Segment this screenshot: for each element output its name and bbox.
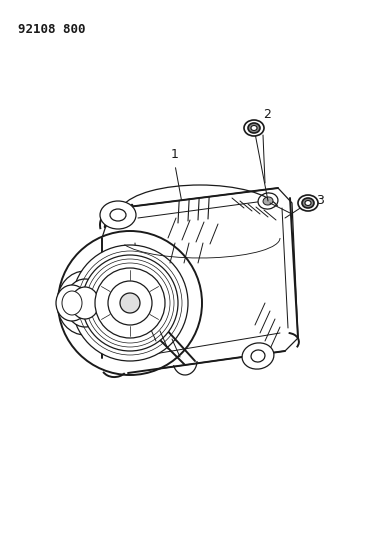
Ellipse shape <box>65 279 105 327</box>
Ellipse shape <box>110 209 126 221</box>
Polygon shape <box>102 188 298 373</box>
Ellipse shape <box>58 231 202 375</box>
Ellipse shape <box>305 200 311 206</box>
Ellipse shape <box>263 197 273 205</box>
Ellipse shape <box>298 195 318 211</box>
Ellipse shape <box>108 281 152 325</box>
Ellipse shape <box>56 285 88 321</box>
Ellipse shape <box>62 291 82 315</box>
Text: 1: 1 <box>171 148 179 161</box>
Text: 92108 800: 92108 800 <box>18 23 86 36</box>
Ellipse shape <box>244 120 264 136</box>
Ellipse shape <box>258 193 278 209</box>
Ellipse shape <box>82 255 178 351</box>
Ellipse shape <box>242 343 274 369</box>
Ellipse shape <box>100 201 136 229</box>
Ellipse shape <box>95 268 165 338</box>
Ellipse shape <box>120 293 140 313</box>
Ellipse shape <box>72 245 188 361</box>
Ellipse shape <box>248 123 260 133</box>
Ellipse shape <box>71 287 99 319</box>
Text: 3: 3 <box>316 195 324 207</box>
Ellipse shape <box>302 198 314 208</box>
Ellipse shape <box>251 350 265 362</box>
Text: 2: 2 <box>263 109 271 122</box>
Ellipse shape <box>251 125 257 131</box>
Ellipse shape <box>57 271 113 335</box>
